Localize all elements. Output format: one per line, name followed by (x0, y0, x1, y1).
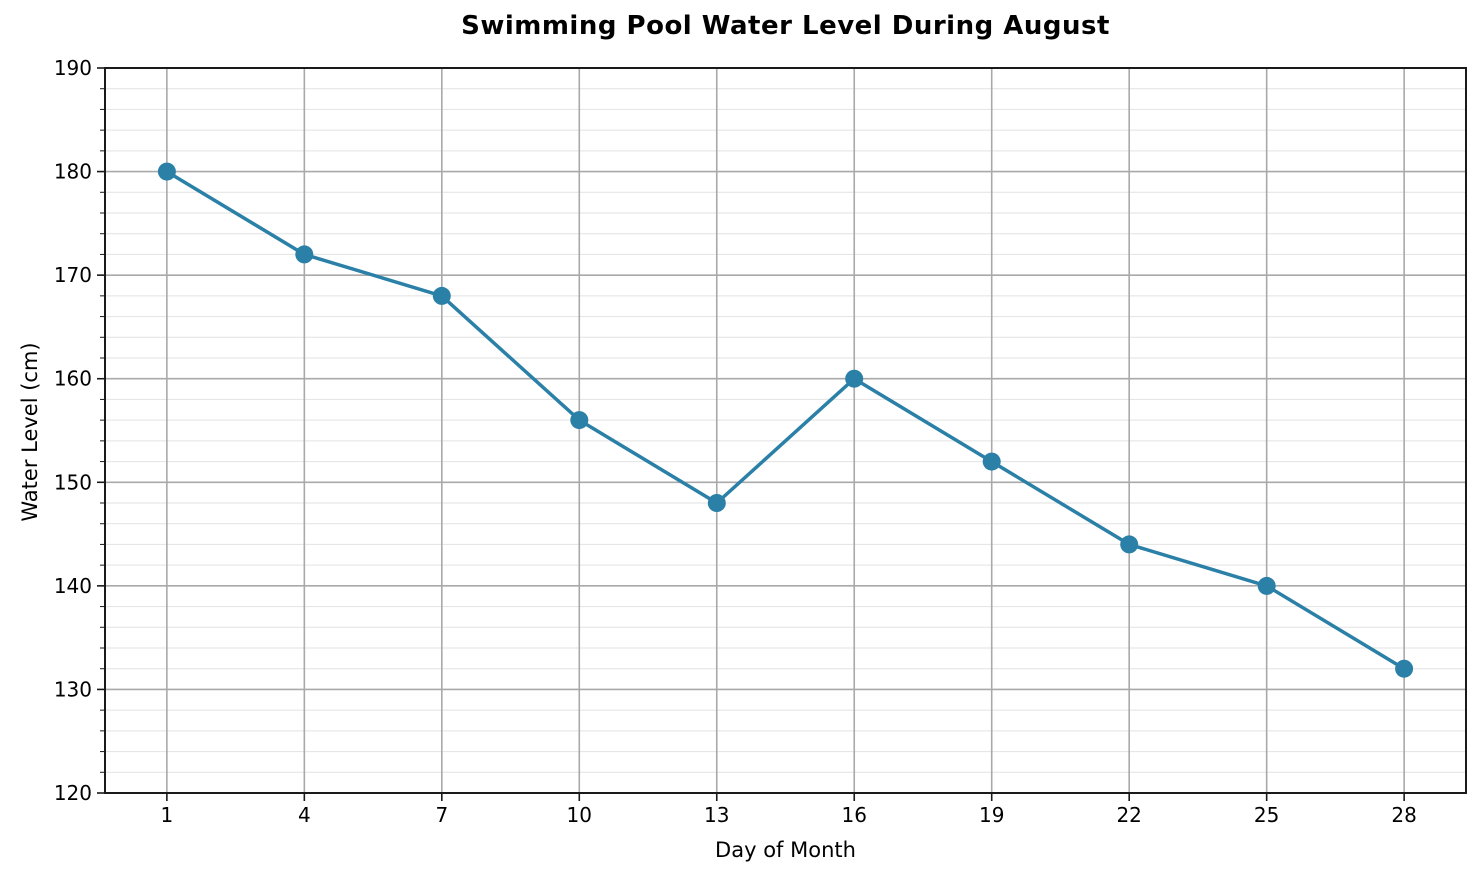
y-tick-label: 120 (54, 781, 92, 805)
y-tick-label: 160 (54, 367, 92, 391)
x-tick-label: 1 (160, 803, 173, 827)
data-point-marker (707, 494, 726, 512)
y-minor-gridlines (105, 88, 1466, 773)
y-tick-label: 130 (54, 677, 92, 701)
series-line (165, 169, 1406, 671)
y-axis-label: Water Level (cm) (18, 342, 42, 522)
data-point-marker (982, 452, 1001, 471)
y-tick-label: 180 (54, 160, 92, 184)
data-point-marker (1120, 535, 1139, 554)
plot-border (104, 67, 1467, 794)
y-tick-label: 140 (54, 574, 92, 598)
data-point-marker (1395, 659, 1414, 678)
x-tick-label: 7 (435, 803, 448, 827)
axis-ticks (97, 67, 1405, 801)
data-point-marker (157, 162, 176, 181)
y-tick-label: 190 (54, 56, 92, 80)
x-tick-label: 19 (979, 803, 1004, 827)
data-point-marker (845, 369, 864, 388)
tick-labels: 1 4 7 10 13 16 19 22 25 28 120 130 140 150 160 170 180 19… (54, 56, 1417, 827)
data-series (157, 162, 1414, 678)
x-tick-label: 10 (567, 803, 592, 827)
data-point-marker (570, 411, 589, 430)
y-tick-label: 170 (54, 263, 92, 287)
axes-frame (104, 67, 1467, 794)
x-tick-label: 4 (298, 803, 311, 827)
x-axis-label: Day of Month (715, 838, 856, 862)
x-tick-label: 25 (1254, 803, 1279, 827)
data-point-marker (432, 286, 451, 305)
data-point-marker (295, 245, 314, 264)
y-tick-label: 150 (54, 470, 92, 494)
major-gridlines (105, 67, 1466, 794)
x-tick-label: 16 (842, 803, 867, 827)
x-tick-label: 28 (1391, 803, 1416, 827)
chart-title: Swimming Pool Water Level During August (461, 11, 1110, 41)
x-tick-label: 22 (1116, 803, 1141, 827)
x-tick-label: 13 (704, 803, 729, 827)
data-point-marker (1257, 576, 1276, 595)
